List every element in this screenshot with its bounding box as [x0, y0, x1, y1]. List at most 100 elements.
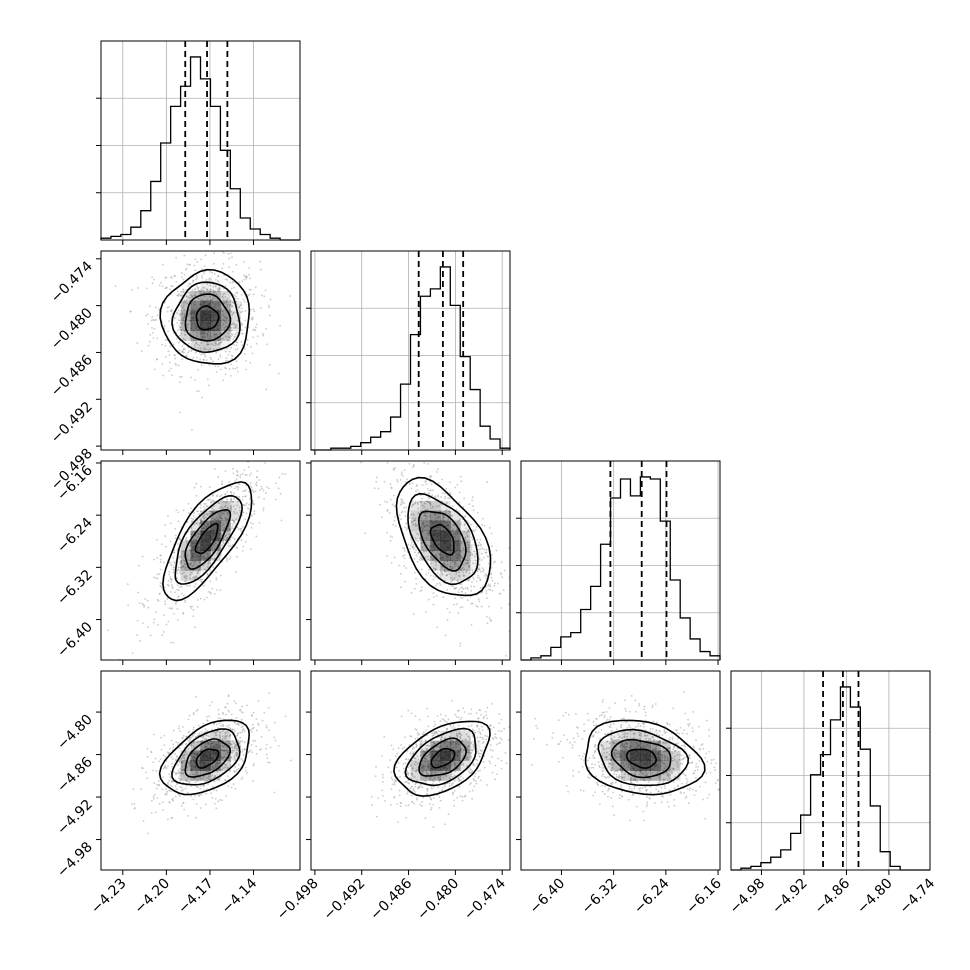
sample-point — [464, 536, 466, 539]
sample-point — [623, 731, 626, 733]
sample-point — [196, 599, 199, 601]
sample-point — [438, 780, 441, 783]
sample-point — [431, 506, 433, 509]
density-cell — [410, 760, 421, 771]
sample-point — [410, 487, 413, 490]
sample-point — [398, 794, 401, 797]
sample-point — [202, 352, 204, 355]
sample-point — [665, 731, 668, 734]
sample-point — [594, 791, 597, 794]
sample-point — [265, 726, 268, 729]
sample-point — [451, 580, 454, 582]
sample-point — [235, 770, 237, 773]
sample-point — [429, 796, 432, 799]
sample-point — [430, 808, 432, 811]
sample-point — [254, 326, 257, 329]
sample-point — [210, 299, 213, 301]
sample-point — [212, 291, 215, 294]
sample-point — [452, 434, 454, 436]
sample-point — [518, 610, 520, 612]
sample-point — [230, 335, 233, 338]
sample-point — [217, 365, 220, 368]
sample-point — [220, 513, 223, 516]
sample-point — [192, 713, 195, 716]
sample-point — [223, 737, 226, 740]
sample-point — [400, 715, 403, 718]
sample-point — [399, 503, 402, 506]
sample-point — [431, 558, 434, 561]
sample-point — [419, 744, 421, 746]
sample-point — [482, 556, 485, 559]
sample-point — [159, 584, 162, 587]
sample-point — [440, 789, 443, 791]
sample-point — [224, 539, 227, 542]
sample-point — [174, 362, 177, 365]
density-cell — [190, 550, 201, 561]
sample-point — [164, 287, 167, 290]
sample-point — [179, 730, 182, 733]
sample-point — [424, 817, 427, 819]
sample-point — [207, 562, 210, 565]
density-cell — [220, 740, 231, 751]
sample-point — [196, 741, 199, 744]
sample-point — [468, 790, 471, 793]
sample-point — [190, 795, 193, 797]
density-cell — [200, 330, 211, 341]
sample-point — [427, 766, 430, 769]
sample-point — [129, 310, 132, 313]
sample-point — [474, 780, 477, 782]
sample-point — [471, 769, 474, 772]
sample-point — [241, 549, 244, 552]
sample-point — [151, 799, 153, 802]
sample-point — [432, 826, 435, 828]
sample-point — [203, 598, 206, 601]
sample-point — [213, 518, 216, 521]
sample-point — [177, 341, 180, 344]
sample-point — [470, 585, 473, 588]
sample-point — [480, 559, 483, 561]
sample-point — [426, 773, 429, 776]
sample-point — [215, 571, 218, 574]
sample-point — [430, 574, 432, 577]
sample-point — [413, 571, 416, 574]
scatter-panel-2-3 — [310, 434, 520, 661]
sample-point — [191, 295, 194, 298]
sample-point — [409, 752, 412, 755]
density-cell — [440, 740, 451, 751]
sample-point — [424, 756, 426, 759]
sample-point — [391, 778, 394, 781]
sample-point — [413, 557, 416, 560]
sample-point — [248, 288, 251, 291]
sample-point — [172, 343, 175, 346]
sample-point — [420, 783, 422, 786]
sample-point — [166, 751, 169, 754]
sample-point — [233, 755, 236, 758]
histogram-panel-2 — [306, 250, 511, 451]
scatter-panel-1-3 — [100, 460, 301, 661]
sample-point — [179, 326, 181, 329]
density-cell — [410, 500, 421, 512]
sample-point — [178, 570, 181, 572]
sample-point — [176, 584, 179, 587]
sample-point — [250, 521, 252, 524]
sample-point — [497, 757, 500, 760]
sample-point — [494, 764, 497, 767]
sample-point — [186, 584, 188, 587]
sample-point — [169, 288, 171, 291]
sample-point — [446, 574, 448, 577]
sample-point — [207, 735, 210, 738]
sample-point — [226, 514, 229, 517]
sample-point — [236, 734, 239, 737]
sample-point — [617, 733, 620, 736]
sample-point — [186, 302, 189, 305]
density-cell — [220, 540, 231, 551]
sample-point — [567, 713, 570, 716]
sample-point — [236, 732, 239, 735]
sample-point — [439, 720, 442, 722]
sample-point — [447, 510, 450, 513]
sample-point — [222, 323, 225, 326]
sample-point — [181, 345, 184, 348]
density-cell — [210, 510, 221, 521]
sample-point — [486, 717, 489, 720]
sample-point — [180, 592, 183, 595]
